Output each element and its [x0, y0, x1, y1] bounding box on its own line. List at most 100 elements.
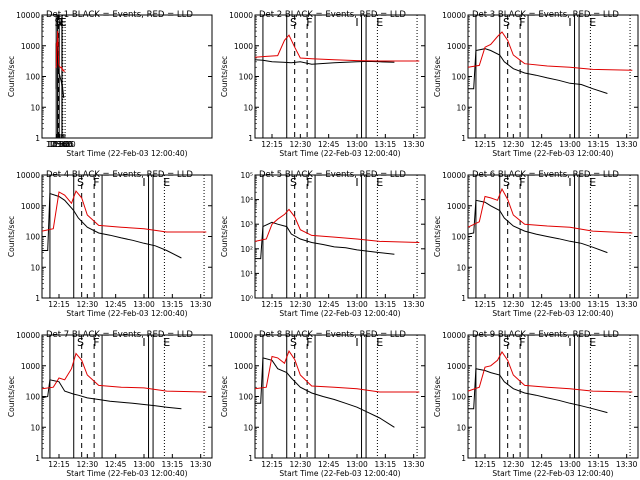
plot-frame: [467, 334, 639, 459]
x-tick-label: 13:00: [133, 460, 155, 469]
region-label: S: [503, 176, 510, 189]
y-tick-label: 1: [35, 454, 40, 463]
region-label: I: [355, 176, 358, 189]
series-lld-line: [254, 208, 420, 243]
x-tick-label: 13:30: [403, 460, 425, 469]
chart-title: Det 8 BLACK = Events, RED = LLD: [259, 330, 406, 340]
region-label: F: [306, 176, 312, 189]
x-axis-label: Start Time (22-Feb-03 12:00:40): [492, 309, 613, 318]
region-label: S: [290, 176, 297, 189]
y-tick-label: 1000: [447, 42, 466, 51]
x-tick-label: 13:00: [51, 140, 73, 149]
series-lld-line: [254, 34, 420, 62]
x-tick-label: 12:30: [503, 460, 525, 469]
x-tick-label: 12:30: [503, 300, 525, 309]
y-tick-label: 10000: [16, 11, 40, 20]
y-tick-label: 10: [30, 103, 40, 112]
region-label: S: [503, 16, 510, 29]
x-axis-label: Start Time (22-Feb-03 12:00:40): [66, 309, 187, 318]
y-tick-label: 100: [452, 393, 467, 402]
series-events-line: [42, 192, 182, 259]
y-tick-label: 1: [461, 294, 466, 303]
region-label: E: [376, 176, 383, 189]
region-label: E: [163, 176, 170, 189]
x-tick-label: 13:30: [190, 300, 212, 309]
series-events-line: [254, 59, 395, 65]
region-label: I: [355, 336, 358, 349]
x-tick-label: 12:15: [261, 460, 283, 469]
region-label: S: [77, 176, 84, 189]
series-lld-line: [55, 31, 66, 72]
x-tick-label: 12:15: [261, 140, 283, 149]
region-label: E: [589, 16, 596, 29]
chart-title: Det 1 BLACK = Events, RED = LLD: [46, 10, 193, 20]
x-tick-label: 13:30: [616, 140, 638, 149]
region-label: E: [376, 16, 383, 29]
region-label: S: [54, 16, 61, 29]
x-tick-label: 12:30: [290, 140, 312, 149]
x-axis-label: Start Time (22-Feb-03 12:00:40): [66, 469, 187, 478]
x-tick-label: 12:30: [290, 460, 312, 469]
y-tick-label: 10²: [240, 245, 253, 254]
y-tick-label: 10000: [229, 11, 253, 20]
y-tick-label: 1: [35, 134, 40, 143]
y-tick-label: 1: [248, 134, 253, 143]
y-tick-label: 10⁴: [240, 196, 253, 205]
chart-panel-3: Det 3 BLACK = Events, RED = LLD Counts/se…: [433, 10, 639, 158]
x-tick-label: 12:15: [474, 140, 496, 149]
y-axis-label: Counts/sec: [433, 376, 442, 417]
y-tick-label: 10⁵: [240, 171, 253, 180]
y-tick-label: 1: [35, 294, 40, 303]
plot-frame: [41, 334, 213, 459]
region-label: I: [142, 336, 145, 349]
x-tick-label: 13:00: [559, 300, 581, 309]
y-tick-label: 10000: [442, 11, 466, 20]
series-lld-line: [254, 350, 420, 393]
x-tick-label: 13:30: [403, 140, 425, 149]
x-tick-label: 13:15: [375, 140, 397, 149]
chart-title: Det 9 BLACK = Events, RED = LLD: [472, 330, 619, 340]
plot-frame: [467, 174, 639, 299]
chart-panel-4: Det 4 BLACK = Events, RED = LLD Counts/se…: [7, 170, 213, 318]
x-axis-label: Start Time (22-Feb-03 12:00:40): [279, 309, 400, 318]
x-tick-label: 12:30: [290, 300, 312, 309]
y-tick-label: 10: [456, 263, 466, 272]
x-tick-label: 13:30: [616, 460, 638, 469]
region-label: S: [503, 336, 510, 349]
x-tick-label: 12:45: [318, 460, 340, 469]
x-axis-label: Start Time (22-Feb-03 12:00:40): [279, 469, 400, 478]
x-tick-label: 13:00: [559, 460, 581, 469]
x-tick-label: 13:15: [588, 300, 610, 309]
x-tick-label: 12:45: [105, 460, 127, 469]
x-tick-label: 13:30: [54, 140, 76, 149]
y-tick-label: 1: [248, 454, 253, 463]
chart-panel-6: Det 6 BLACK = Events, RED = LLD Counts/se…: [433, 170, 639, 318]
y-tick-label: 100: [26, 393, 41, 402]
y-tick-label: 10000: [16, 171, 40, 180]
x-tick-label: 13:30: [616, 300, 638, 309]
x-tick-label: 13:15: [375, 300, 397, 309]
x-axis-label: Start Time (22-Feb-03 12:00:40): [66, 149, 187, 158]
x-tick-label: 12:15: [48, 460, 70, 469]
x-tick-label: 13:15: [52, 140, 74, 149]
region-label: S: [290, 336, 297, 349]
x-tick-label: 12:45: [531, 460, 553, 469]
region-label: I: [568, 16, 571, 29]
series-lld-line: [467, 31, 633, 71]
y-tick-label: 1: [461, 454, 466, 463]
y-tick-label: 10¹: [240, 269, 253, 278]
series-events-line: [468, 48, 608, 94]
series-lld-line: [467, 187, 633, 234]
y-tick-label: 10: [456, 103, 466, 112]
region-label: E: [589, 336, 596, 349]
x-tick-label: 12:15: [261, 300, 283, 309]
y-tick-label: 10: [243, 103, 253, 112]
y-tick-label: 100: [452, 73, 467, 82]
region-label: F: [93, 176, 99, 189]
y-tick-label: 10000: [442, 331, 466, 340]
y-axis-label: Counts/sec: [220, 56, 229, 97]
chart-panel-7: Det 7 BLACK = Events, RED = LLD Counts/se…: [7, 330, 213, 478]
plot-frame: [254, 334, 426, 459]
chart-title: Det 6 BLACK = Events, RED = LLD: [472, 170, 619, 180]
x-axis-label: Start Time (22-Feb-03 12:00:40): [279, 149, 400, 158]
